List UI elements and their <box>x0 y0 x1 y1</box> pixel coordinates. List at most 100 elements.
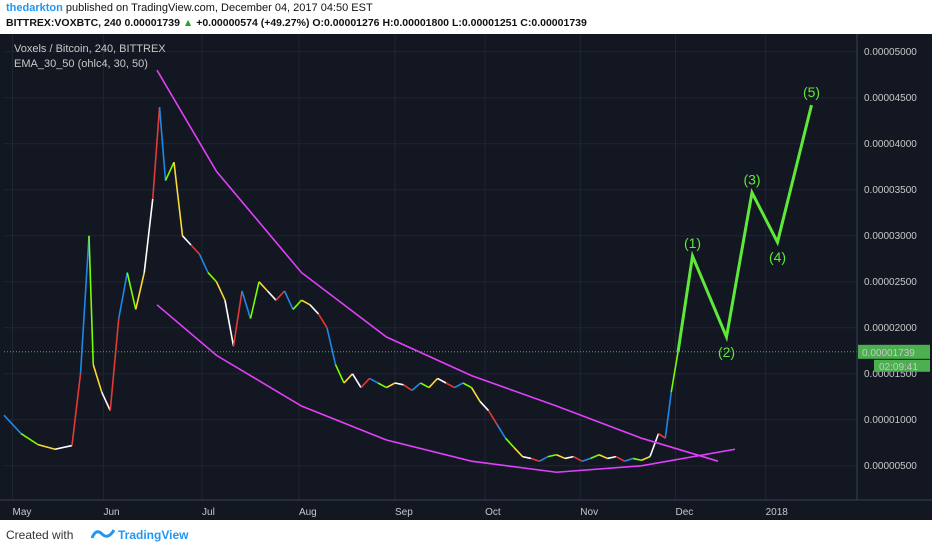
x-tick-label: May <box>13 507 32 518</box>
price-segment <box>54 444 73 451</box>
wave-projection: (1) (2) (3) (4) (5) <box>676 84 820 360</box>
price-segment <box>539 455 549 462</box>
y-tick-label: 0.00003500 <box>864 185 917 196</box>
price-segment <box>343 373 354 384</box>
price-segment <box>564 455 574 460</box>
published-text: published on TradingView.com, December 0… <box>65 2 373 14</box>
close-value: 0.00001739 <box>531 17 587 29</box>
price-segment <box>470 387 481 402</box>
price-segment <box>126 272 137 310</box>
price-segment <box>109 318 120 411</box>
price-segment <box>437 377 447 384</box>
price-segment <box>283 290 294 310</box>
y-tick-label: 0.00003000 <box>864 231 917 242</box>
created-with-label: Created with <box>6 528 74 542</box>
wave-label: (5) <box>803 84 820 100</box>
close-label: C: <box>520 17 532 29</box>
price-segment <box>607 455 617 460</box>
price-chart[interactable]: (1)(2)(3)(4)(5) 0.000005000.000010000.00… <box>0 34 932 520</box>
price-segment <box>547 453 557 458</box>
price-segment <box>360 377 371 389</box>
open-label: O: <box>312 17 325 29</box>
price-segment <box>301 299 311 306</box>
y-tick-label: 0.00001000 <box>864 415 917 426</box>
price-segment <box>190 244 201 255</box>
price-segment <box>632 457 642 462</box>
footer: Created with TradingView <box>0 520 932 550</box>
tradingview-brand[interactable]: TradingView <box>118 528 189 542</box>
x-tick-label: Aug <box>299 507 317 518</box>
price-segment <box>496 423 507 439</box>
price-segment <box>479 400 490 412</box>
price-segment <box>158 106 167 181</box>
legend-pair: Voxels / Bitcoin, 240, BITTREX <box>14 43 166 55</box>
price-segment <box>649 433 660 457</box>
y-tick-label: 0.00002500 <box>864 277 917 288</box>
price-segment <box>88 235 95 365</box>
grid <box>4 34 857 500</box>
price-segment <box>428 377 439 389</box>
x-tick-label: Jun <box>103 507 119 518</box>
price-segment <box>670 351 679 393</box>
price-segment <box>487 410 498 425</box>
countdown-value: 02:09:41 <box>879 362 918 373</box>
price-segment <box>92 364 103 393</box>
wave-label: (1) <box>684 235 701 251</box>
price-segment <box>615 455 625 462</box>
wave-projection-line <box>676 104 813 352</box>
price-segment <box>403 384 413 392</box>
price-segment <box>173 162 184 236</box>
open-value: 0.00001276 <box>324 17 380 29</box>
chart-area[interactable]: (1) (2) (3) (4) (5) 0.00000500 0.00001000 0.00… <box>0 34 932 520</box>
price-segment <box>573 455 583 462</box>
up-arrow-icon: ▲ <box>182 17 194 29</box>
price-segment <box>117 272 129 319</box>
price-segment <box>241 290 252 319</box>
y-tick-label: 0.00004000 <box>864 139 917 150</box>
x-tick-label: Oct <box>485 507 501 518</box>
wave-label: (2) <box>718 344 735 360</box>
price-segment <box>556 454 566 460</box>
price-segment <box>249 281 260 319</box>
price-series <box>3 106 679 462</box>
price-segment <box>641 455 651 462</box>
price-segment <box>411 382 422 391</box>
low-label: L: <box>451 17 462 29</box>
symbol-label: BITTREX:VOXBTC, 240 <box>6 17 122 29</box>
channel-lower-line <box>156 304 736 474</box>
y-tick-label: 0.00002000 <box>864 323 917 334</box>
price-segment <box>258 281 269 292</box>
x-tick-label: 2018 <box>766 507 789 518</box>
price-segment <box>664 392 673 439</box>
price-segment <box>3 414 22 435</box>
change-value: +0.00000574 (+49.27%) <box>196 17 310 29</box>
price-segment <box>326 327 337 365</box>
y-tick-label: 0.00004500 <box>864 93 917 104</box>
price-segment <box>394 382 404 386</box>
price-segment <box>275 290 286 301</box>
x-axis[interactable]: May Jun Jul Aug Sep Oct Nov Dec 2018 <box>13 507 789 518</box>
high-label: H: <box>382 17 394 29</box>
price-segment <box>71 373 82 446</box>
price-segment <box>369 377 379 384</box>
price-segment <box>164 161 175 181</box>
price-segment <box>215 281 226 301</box>
last-price: 0.00001739 <box>124 17 180 29</box>
price-segment <box>266 290 277 301</box>
price-segment <box>420 382 430 389</box>
price-segment <box>317 313 328 329</box>
price-segment <box>624 457 634 462</box>
legend-indicator: EMA_30_50 (ohlc4, 30, 50) <box>14 58 148 70</box>
price-segment <box>504 437 515 448</box>
y-tick-label: 0.00005000 <box>864 47 917 58</box>
x-tick-label: Nov <box>580 507 598 518</box>
price-segment <box>37 443 56 451</box>
price-segment <box>134 272 146 310</box>
author-link[interactable]: thedarkton <box>6 2 63 14</box>
y-axis[interactable]: 0.00000500 0.00001000 0.00001500 0.00002000… <box>864 47 917 472</box>
price-segment <box>462 382 472 389</box>
price-segment <box>198 253 209 273</box>
wave-label: (4) <box>769 249 786 265</box>
y-tick-label: 0.00000500 <box>864 461 917 472</box>
high-value: 0.00001800 <box>393 17 450 29</box>
